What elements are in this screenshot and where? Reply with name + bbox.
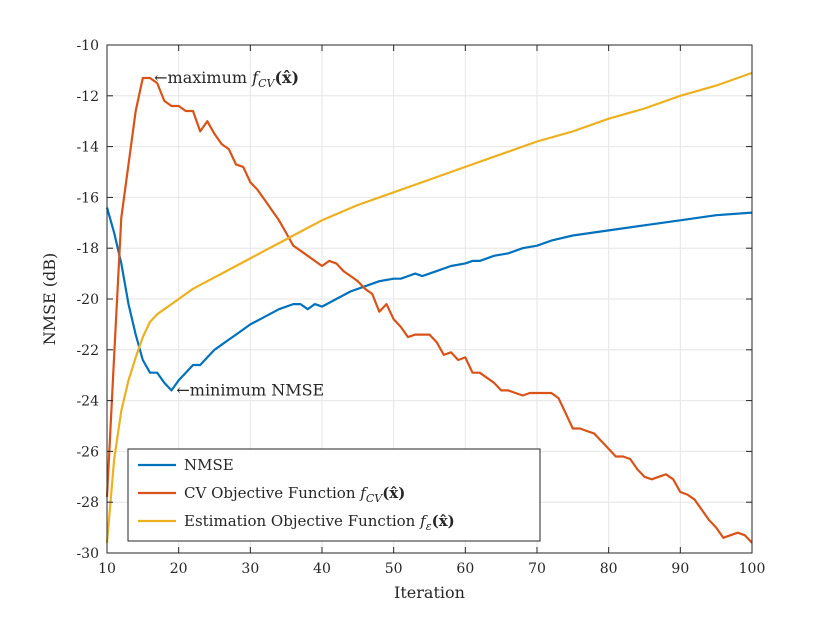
y-tick-label: -10	[76, 38, 99, 54]
y-tick-label: -14	[76, 140, 99, 156]
y-tick-label: -24	[76, 394, 99, 410]
legend-label-1-math: f	[359, 484, 368, 502]
x-tick-label: 30	[241, 561, 259, 577]
legend-label-2-subscript: ε	[426, 520, 432, 533]
legend-label-1-argument: (x̂)	[382, 484, 405, 502]
annotation-0-subscript: CV	[258, 77, 275, 90]
legend-label-0: NMSE	[184, 456, 234, 474]
y-tick-label: -20	[76, 292, 99, 308]
y-tick-label: -26	[76, 444, 99, 460]
annotation-0-math: f	[251, 68, 261, 87]
y-tick-label: -28	[76, 495, 99, 511]
legend-label-1: CV Objective Function fCV(x̂)	[184, 484, 405, 505]
y-axis-label: NMSE (dB)	[40, 253, 59, 346]
y-tick-label: -12	[76, 89, 99, 105]
y-tick-label: -18	[76, 241, 99, 257]
series-line-2	[105, 71, 753, 543]
x-tick-label: 60	[456, 561, 474, 577]
series-lines	[105, 71, 753, 544]
legend-label-2-argument: (x̂)	[432, 512, 455, 530]
axis-ticks: 10 20 30 40 50 60 70 80 90 100 -10 -12 -14 -16 -18 -20 -…	[76, 38, 765, 577]
x-tick-label: 70	[528, 561, 546, 577]
series-line-1	[105, 76, 753, 544]
annotation-0-text: ←maximum	[154, 68, 252, 87]
y-tick-label: -16	[76, 190, 99, 206]
x-tick-label: 10	[98, 561, 116, 577]
annotation-1: ←minimum NMSE	[176, 380, 324, 399]
legend-label-2: Estimation Objective Function fε(x̂)	[184, 512, 455, 533]
x-tick-label: 80	[600, 561, 618, 577]
annotation-0: ←maximum fCV(x̂)	[154, 68, 299, 90]
legend-label-2-math: f	[419, 512, 428, 530]
x-tick-label: 20	[170, 561, 188, 577]
legend-label-0-text: NMSE	[184, 456, 234, 474]
annotation-0-argument: (x̂)	[274, 68, 299, 87]
x-tick-label: 90	[671, 561, 689, 577]
legend-label-1-text: CV Objective Function	[184, 484, 360, 502]
legend-label-1-subscript: CV	[366, 492, 383, 505]
y-tick-label: -30	[76, 546, 99, 562]
y-tick-label: -22	[76, 343, 99, 359]
legend-box	[127, 448, 541, 542]
x-axis-label: Iteration	[394, 583, 465, 602]
annotations: ←maximum fCV(x̂) ←minimum NMSE	[154, 68, 324, 399]
x-tick-label: 100	[739, 561, 766, 577]
annotation-1-text: ←minimum NMSE	[176, 380, 324, 399]
x-tick-label: 50	[385, 561, 403, 577]
series-line-0	[105, 207, 753, 392]
x-tick-label: 40	[313, 561, 331, 577]
legend-label-2-text: Estimation Objective Function	[184, 512, 420, 530]
